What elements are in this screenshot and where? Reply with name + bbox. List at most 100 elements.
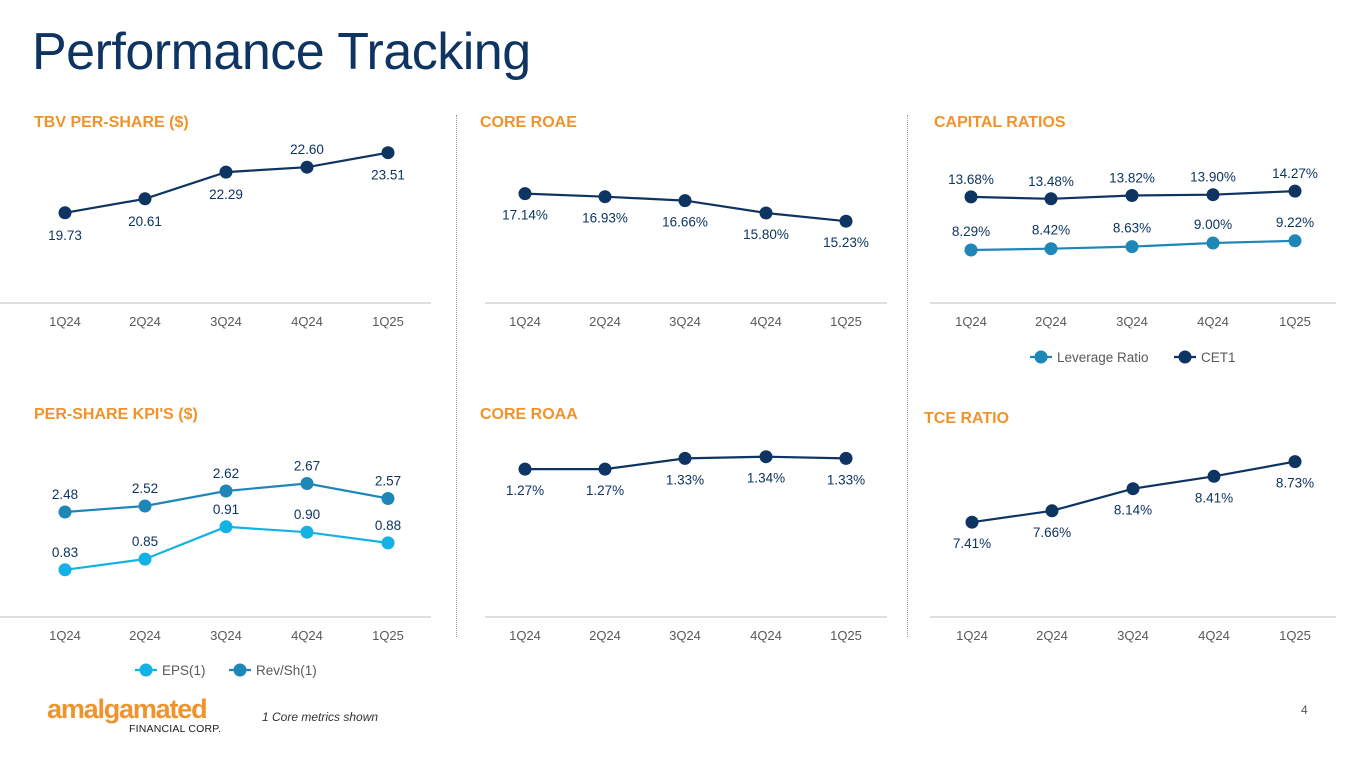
- data-label: 13.48%: [1028, 174, 1074, 189]
- data-point: [300, 525, 314, 539]
- data-label: 1.33%: [827, 472, 865, 487]
- legend-marker: [1178, 350, 1192, 364]
- x-tick-label: 1Q25: [830, 314, 862, 329]
- data-point: [1288, 455, 1302, 469]
- data-point: [759, 206, 773, 220]
- data-point: [1206, 236, 1220, 250]
- x-tick-label: 4Q24: [291, 314, 323, 329]
- data-label: 0.85: [132, 534, 158, 549]
- legend-marker: [139, 663, 153, 677]
- x-tick-label: 1Q24: [955, 314, 987, 329]
- legend-marker: [1034, 350, 1048, 364]
- x-tick-label: 2Q24: [1036, 628, 1068, 643]
- data-label: 16.66%: [662, 215, 708, 230]
- x-tick-label: 1Q25: [1279, 628, 1311, 643]
- data-point: [839, 214, 853, 228]
- x-tick-label: 3Q24: [210, 314, 242, 329]
- x-tick-label: 2Q24: [589, 628, 621, 643]
- data-point: [965, 515, 979, 529]
- data-label: 22.60: [290, 142, 324, 157]
- data-label: 2.52: [132, 481, 158, 496]
- x-tick-label: 1Q24: [49, 314, 81, 329]
- x-tick-label: 1Q24: [956, 628, 988, 643]
- x-tick-label: 2Q24: [1035, 314, 1067, 329]
- panel-core-roae: CORE ROAE 1Q24 2Q24 3Q24 4Q24 1Q25 17.14% 16.9…: [480, 114, 890, 344]
- data-point: [678, 451, 692, 465]
- data-label: 8.29%: [952, 224, 990, 239]
- x-tick-label: 3Q24: [1117, 628, 1149, 643]
- data-point: [759, 450, 773, 464]
- data-point: [219, 484, 233, 498]
- data-point: [1125, 189, 1139, 202]
- chart-tbv-per-share: 1Q24 2Q24 3Q24 4Q24 1Q25 19.73 20.61 22.29 22.60…: [0, 142, 431, 329]
- data-label: 19.73: [48, 228, 82, 243]
- panel-tce-ratio: TCE RATIO 1Q24 2Q24 3Q24 4Q24 1Q25 7.41% 7.66%…: [922, 410, 1336, 646]
- data-label: 0.88: [375, 518, 401, 533]
- data-label: 7.41%: [953, 536, 991, 551]
- x-tick-label: 4Q24: [291, 628, 323, 643]
- data-label: 8.14%: [1114, 503, 1152, 518]
- data-point: [1288, 184, 1302, 198]
- panel-tbv-per-share: TBV PER-SHARE ($) 1Q24 2Q24 3Q24 4Q24 1Q25 19…: [0, 114, 431, 344]
- chart-capital-ratios: 1Q24 2Q24 3Q24 4Q24 1Q25 8.29% 8.42% 8.63% 9.00%…: [930, 166, 1336, 365]
- legend-marker: [233, 663, 247, 677]
- data-label: 1.34%: [747, 471, 785, 486]
- data-label: 15.23%: [823, 235, 869, 250]
- panel-per-share-kpis: PER-SHARE KPI'S ($) 1Q24 2Q24 3Q24 4Q24 1Q25…: [0, 406, 431, 682]
- data-point: [58, 563, 72, 577]
- data-point: [381, 536, 395, 550]
- data-label: 2.67: [294, 459, 320, 474]
- logo-wordmark: amalgamated: [47, 694, 208, 724]
- data-label: 1.33%: [666, 472, 704, 487]
- data-point: [1207, 469, 1221, 483]
- data-label: 7.66%: [1033, 525, 1071, 540]
- x-tick-label: 1Q25: [372, 314, 404, 329]
- x-tick-label: 4Q24: [1197, 314, 1229, 329]
- company-logo: amalgamated FINANCIAL CORP.: [47, 694, 221, 736]
- data-label: 23.51: [371, 168, 405, 183]
- data-point: [58, 206, 72, 220]
- x-tick-label: 4Q24: [1198, 628, 1230, 643]
- data-label: 13.90%: [1190, 170, 1236, 185]
- chart-title-tbv: TBV PER-SHARE ($): [34, 114, 189, 131]
- data-point: [1044, 192, 1058, 206]
- page-title: Performance Tracking: [32, 23, 531, 81]
- data-point: [1125, 240, 1139, 254]
- data-label: 2.62: [213, 466, 239, 481]
- data-label: 9.00%: [1194, 217, 1232, 232]
- data-label: 15.80%: [743, 227, 789, 242]
- x-tick-label: 3Q24: [669, 628, 701, 643]
- data-point: [518, 462, 532, 476]
- data-point: [678, 194, 692, 208]
- data-point: [1126, 482, 1140, 496]
- panel-capital-ratios: CAPITAL RATIOS 1Q24 2Q24 3Q24 4Q24 1Q25 8.29%…: [930, 114, 1336, 374]
- data-point: [598, 462, 612, 476]
- data-label: 8.73%: [1276, 476, 1314, 491]
- chart-per-share-kpis: 1Q24 2Q24 3Q24 4Q24 1Q25 0.83 0.85 0.91 0.90 0.88…: [0, 459, 431, 678]
- data-label: 14.27%: [1272, 166, 1318, 181]
- data-label: 2.57: [375, 474, 401, 489]
- x-tick-label: 2Q24: [129, 628, 161, 643]
- data-point: [58, 505, 72, 519]
- chart-core-roae: 1Q24 2Q24 3Q24 4Q24 1Q25 17.14% 16.93% 16.66% 15…: [485, 187, 887, 329]
- series-line: [64, 151, 389, 214]
- x-tick-label: 4Q24: [750, 314, 782, 329]
- data-label: 0.83: [52, 545, 78, 560]
- data-label: 0.91: [213, 502, 239, 517]
- data-point: [518, 187, 532, 201]
- data-label: 1.27%: [586, 483, 624, 498]
- data-point: [598, 190, 612, 204]
- data-label: 13.82%: [1109, 171, 1155, 186]
- legend-label: Leverage Ratio: [1057, 350, 1149, 365]
- x-tick-label: 1Q25: [372, 628, 404, 643]
- x-tick-label: 4Q24: [750, 628, 782, 643]
- chart-tce-ratio: 1Q24 2Q24 3Q24 4Q24 1Q25 7.41% 7.66% 8.14% 8.41%…: [930, 455, 1336, 643]
- column-divider-right: [907, 115, 908, 637]
- x-tick-label: 1Q24: [509, 628, 541, 643]
- data-label: 8.63%: [1113, 221, 1151, 236]
- x-tick-label: 3Q24: [669, 314, 701, 329]
- data-label: 22.29: [209, 187, 243, 202]
- panel-core-roaa: CORE ROAA 1Q24 2Q24 3Q24 4Q24 1Q25 1.27% 1.27%…: [480, 406, 890, 646]
- column-divider-left: [456, 115, 457, 637]
- data-point: [1044, 242, 1058, 256]
